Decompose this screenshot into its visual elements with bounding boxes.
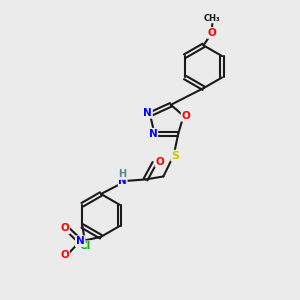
Text: CH₃: CH₃ [204,14,221,22]
Text: N: N [148,129,157,139]
Text: N: N [76,236,85,246]
Text: S: S [171,151,179,160]
Text: O: O [207,28,216,38]
Text: O: O [182,111,190,121]
Text: O: O [155,157,164,166]
Text: N: N [143,108,152,118]
Text: O: O [60,250,69,260]
Text: H: H [118,169,127,179]
Text: Cl: Cl [79,241,90,251]
Text: N: N [118,176,127,186]
Text: O: O [60,224,69,233]
